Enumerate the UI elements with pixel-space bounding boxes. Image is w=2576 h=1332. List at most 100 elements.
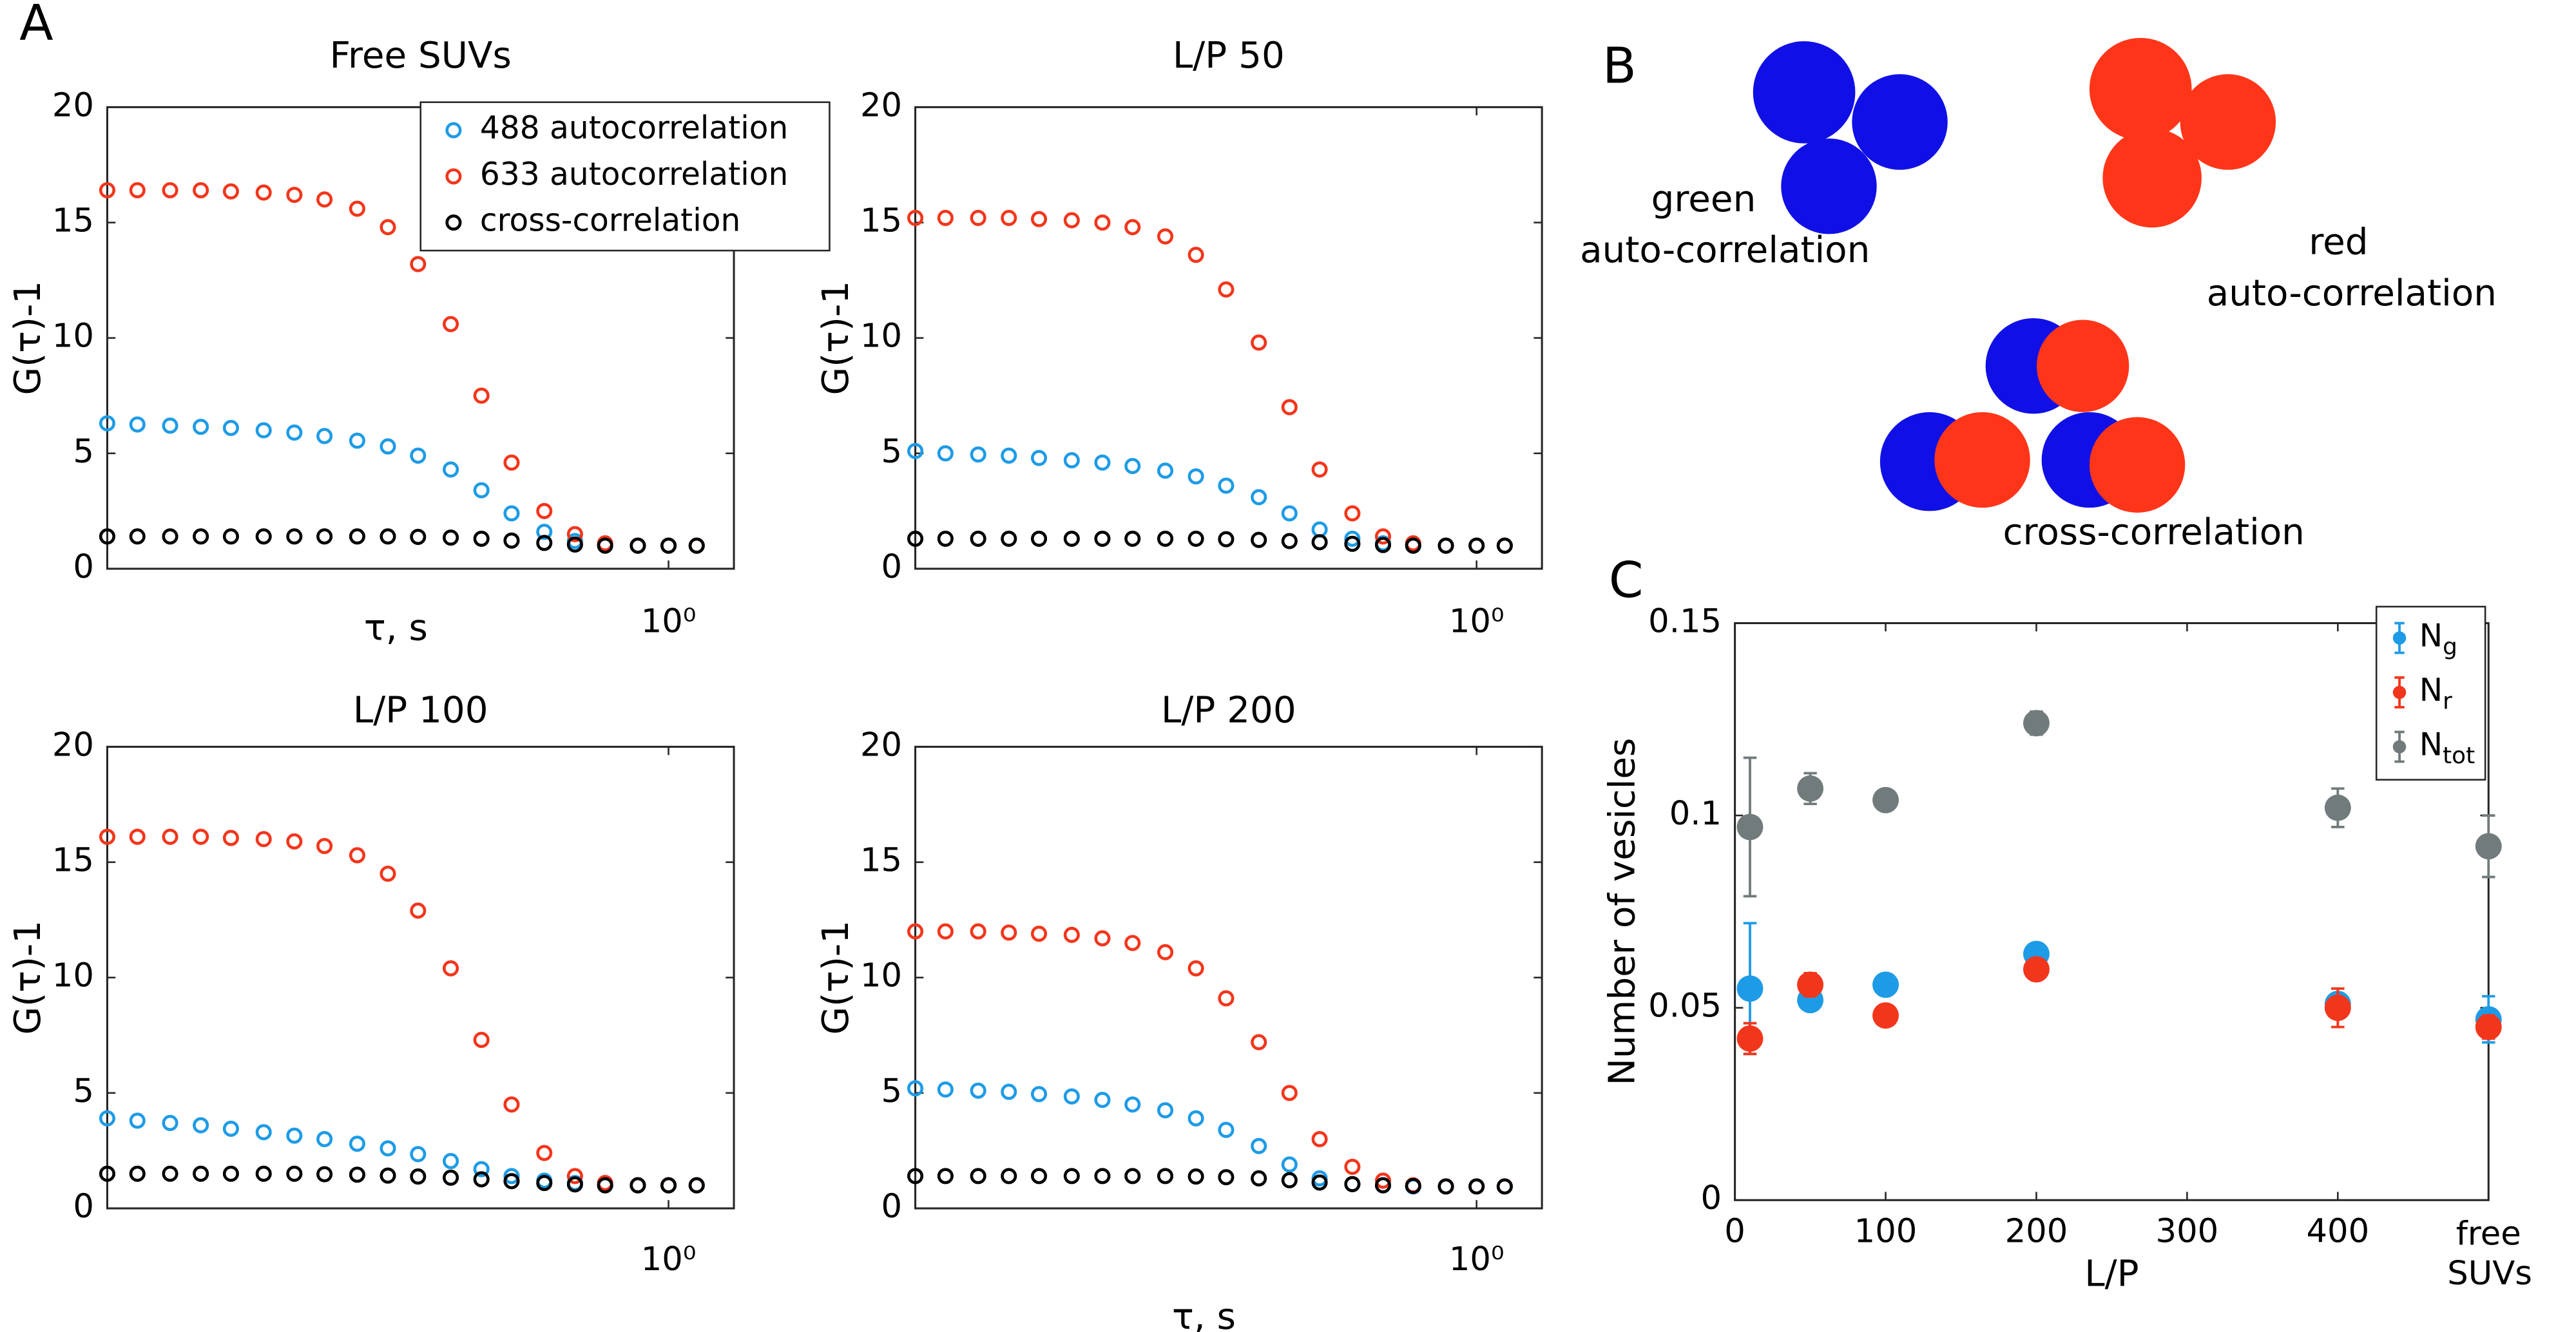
data-point <box>193 1165 209 1182</box>
data-point <box>1124 1168 1141 1185</box>
red-vesicle <box>2036 319 2129 412</box>
data-point <box>1030 211 1048 227</box>
series <box>1736 956 2502 1056</box>
data-point <box>2023 956 2050 983</box>
data-point <box>1157 944 1174 960</box>
y-tick-label: 0.15 <box>1648 602 1722 640</box>
data-point <box>503 1096 520 1113</box>
data-point <box>286 1127 303 1144</box>
data-point <box>1218 990 1235 1007</box>
data-point <box>99 415 116 432</box>
diagram: green auto-correlation red auto-correlat… <box>1580 37 2497 553</box>
data-point <box>1311 1174 1328 1191</box>
data-point <box>1094 530 1111 547</box>
data-point <box>1001 1168 1017 1185</box>
data-point <box>503 454 520 471</box>
data-point <box>162 1114 178 1132</box>
data-point <box>473 482 490 499</box>
y-axis-label: G(τ)-1 <box>7 281 49 395</box>
data-point <box>1218 1121 1235 1138</box>
y-tick-label: 0.05 <box>1648 987 1722 1025</box>
data-point <box>1157 1168 1174 1185</box>
data-point <box>536 535 553 551</box>
data-point <box>255 1124 272 1141</box>
legend-label: 488 autocorrelation <box>480 110 788 146</box>
data-point <box>1124 458 1141 475</box>
data-point <box>255 831 272 848</box>
data-point <box>1344 1175 1361 1192</box>
y-tick-label: 20 <box>52 725 94 764</box>
data-point <box>286 528 303 545</box>
chart-title: L/P 50 <box>1173 35 1285 77</box>
data-point <box>349 432 365 449</box>
data-point <box>630 537 646 554</box>
y-tick-label: 5 <box>73 432 94 471</box>
data-point <box>1157 462 1174 479</box>
legend: Ng Nr Ntot <box>2375 605 2486 781</box>
data-point <box>1281 399 1298 415</box>
data-point <box>937 530 954 547</box>
data-point <box>566 536 583 553</box>
x-tick-label-text: free SUVs <box>2447 1213 2532 1293</box>
data-point <box>1405 1177 1421 1194</box>
data-point <box>970 1082 986 1099</box>
data-point <box>1311 534 1328 551</box>
red-vesicle <box>2180 74 2276 170</box>
data-point <box>222 1165 239 1182</box>
data-point <box>349 1166 365 1183</box>
data-point <box>1251 334 1267 351</box>
chart-title: L/P 200 <box>1161 689 1296 731</box>
legend-label: cross-correlation <box>480 203 740 239</box>
green-vesicle <box>1753 41 1856 144</box>
data-point <box>410 902 427 919</box>
data-point <box>1218 477 1235 494</box>
red-vesicle <box>2089 37 2192 140</box>
y-tick-label: 5 <box>881 432 903 471</box>
data-point <box>1063 452 1080 469</box>
x-tick-label: 10⁰ <box>641 602 697 640</box>
data-point <box>1187 530 1204 547</box>
data-point <box>193 1117 209 1134</box>
data-point <box>286 833 303 850</box>
red-vesicle <box>2089 417 2186 513</box>
data-point <box>1030 530 1048 547</box>
red-vesicle <box>1934 412 2030 508</box>
data-point <box>1311 461 1328 478</box>
series <box>99 528 705 554</box>
data-point <box>2475 1014 2502 1040</box>
data-point <box>349 528 365 545</box>
data-point <box>316 837 333 855</box>
y-axis-label: G(τ)-1 <box>815 920 857 1035</box>
data-point <box>410 1146 427 1163</box>
x-axis-label: τ, s <box>364 607 428 649</box>
data-point <box>1001 924 1017 941</box>
series <box>907 530 1513 554</box>
data-point <box>1437 537 1454 554</box>
data-point <box>99 182 116 198</box>
series <box>907 442 1513 554</box>
data-point <box>1124 530 1141 547</box>
data-point <box>660 1177 677 1194</box>
data-point <box>1187 1110 1204 1127</box>
data-point <box>937 445 954 462</box>
x-tick-label: 10⁰ <box>1449 1240 1504 1279</box>
data-point <box>1311 1131 1328 1148</box>
data-point <box>1218 281 1235 298</box>
red-vesicle <box>2102 128 2202 228</box>
data-point <box>193 528 209 545</box>
data-point <box>1496 1178 1513 1195</box>
legend-marker <box>2392 631 2407 645</box>
data-point <box>380 219 396 236</box>
data-point <box>1251 1034 1267 1051</box>
data-point <box>937 209 954 226</box>
data-point <box>380 1140 396 1157</box>
data-point <box>380 1167 396 1184</box>
data-point <box>1374 1177 1392 1194</box>
data-point <box>286 1165 303 1182</box>
data-point <box>597 1177 613 1194</box>
data-point <box>316 1166 333 1183</box>
data-point <box>1094 1092 1111 1108</box>
data-point <box>473 1171 490 1188</box>
y-tick-label: 10 <box>52 956 94 995</box>
data-point <box>380 865 396 882</box>
